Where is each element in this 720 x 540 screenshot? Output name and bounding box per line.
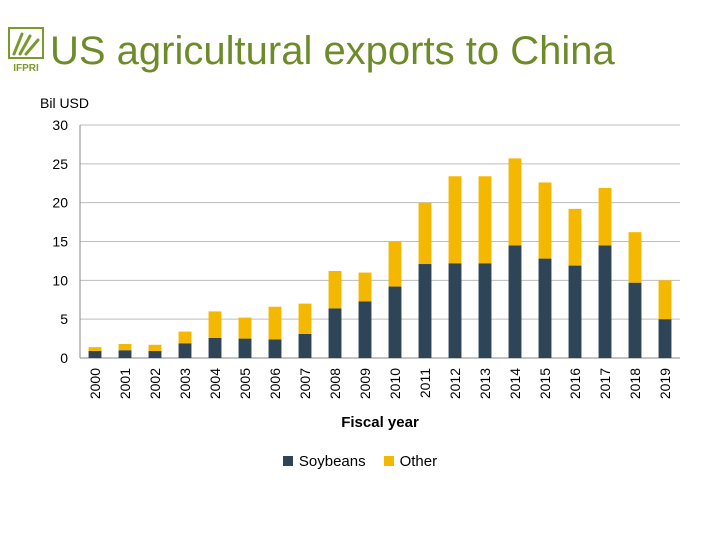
x-tick-label: 2003: [177, 368, 193, 399]
legend-item-other: Other: [383, 452, 438, 470]
x-tick-label: 2013: [477, 368, 493, 399]
x-tick-label: 2010: [387, 368, 403, 399]
y-tick-label: 10: [52, 272, 68, 288]
legend-swatch-soybeans: [282, 456, 293, 466]
x-tick-label: 2000: [87, 368, 103, 399]
legend-swatch-other: [383, 456, 394, 466]
bar-other-2011: [418, 202, 432, 265]
y-axis-label: Bil USD: [40, 95, 89, 111]
bar-soybeans-2000: [88, 351, 102, 358]
bar-other-2000: [88, 347, 102, 352]
x-tick-label: 2017: [597, 368, 613, 399]
bar-soybeans-2003: [178, 343, 192, 358]
bar-soybeans-2014: [508, 245, 522, 358]
x-tick-label: 2019: [657, 368, 673, 399]
x-tick-label: 2011: [417, 368, 433, 398]
y-tick-label: 5: [60, 311, 68, 327]
bar-other-2016: [568, 208, 582, 266]
x-tick-label: 2005: [237, 368, 253, 399]
bar-soybeans-2007: [298, 333, 312, 358]
legend-item-soybeans: Soybeans: [282, 452, 366, 470]
bar-soybeans-2009: [358, 301, 372, 358]
x-tick-label: 2007: [297, 368, 313, 399]
bar-other-2002: [148, 344, 162, 352]
y-tick-label: 25: [52, 156, 68, 172]
x-tick-label: 2004: [207, 368, 223, 399]
bar-other-2009: [358, 272, 372, 302]
bar-soybeans-2002: [148, 351, 162, 358]
x-tick-label: 2009: [357, 368, 373, 399]
bar-soybeans-2012: [448, 263, 462, 358]
x-tick-label: 2014: [507, 368, 523, 399]
bars: [88, 158, 672, 358]
bar-other-2006: [268, 306, 282, 340]
bar-soybeans-2001: [118, 350, 132, 358]
bar-soybeans-2004: [208, 337, 222, 358]
y-tick-label: 15: [52, 234, 68, 250]
bar-soybeans-2017: [598, 245, 612, 358]
bar-other-2003: [178, 331, 192, 344]
x-tick-label: 2008: [327, 368, 343, 399]
bar-other-2014: [508, 158, 522, 246]
bar-other-2008: [328, 271, 342, 309]
bar-other-2005: [238, 317, 252, 339]
legend-label-soybeans: Soybeans: [298, 452, 366, 470]
y-tick-label: 20: [52, 195, 68, 211]
bar-soybeans-2008: [328, 308, 342, 358]
page-title: US agricultural exports to China: [50, 29, 615, 73]
y-tick-label: 30: [52, 117, 68, 133]
x-tick-label: 2001: [117, 368, 133, 399]
x-tick-label: 2016: [567, 368, 583, 399]
x-tick-label: 2012: [447, 368, 463, 399]
bar-soybeans-2010: [388, 286, 402, 358]
bar-soybeans-2019: [658, 319, 672, 358]
bar-soybeans-2011: [418, 264, 432, 358]
bar-other-2017: [598, 187, 612, 246]
bar-other-2001: [118, 344, 132, 351]
bar-soybeans-2006: [268, 339, 282, 358]
x-tick-label: 2018: [627, 368, 643, 399]
bar-soybeans-2018: [628, 282, 642, 358]
legend: Soybeans Other: [0, 451, 720, 471]
bar-other-2012: [448, 176, 462, 264]
bar-soybeans-2005: [238, 338, 252, 358]
bar-other-2019: [658, 280, 672, 320]
bar-soybeans-2013: [478, 263, 492, 358]
bar-other-2015: [538, 182, 552, 259]
bar-other-2010: [388, 241, 402, 287]
bar-soybeans-2016: [568, 265, 582, 358]
logo-frame: [8, 27, 44, 59]
bar-other-2004: [208, 311, 222, 338]
legend-label-other: Other: [399, 452, 438, 470]
x-tick-labels: 2000 2001 2002 2003 2004 2005 2006 2007 2008 2009…: [87, 368, 673, 399]
y-tick-label: 0: [60, 350, 68, 366]
y-tick-labels: 0 5 10 15 20 25 30: [52, 117, 68, 366]
x-tick-label: 2006: [267, 368, 283, 399]
x-tick-label: 2002: [147, 368, 163, 399]
bar-other-2007: [298, 303, 312, 334]
bar-soybeans-2015: [538, 258, 552, 358]
bar-other-2018: [628, 232, 642, 283]
gridlines: [79, 124, 680, 359]
ifpri-logo: IFPRI: [8, 27, 44, 74]
logo-text: IFPRI: [13, 63, 39, 74]
x-tick-label: 2015: [537, 368, 553, 399]
x-axis-label: Fiscal year: [341, 414, 419, 431]
bar-other-2013: [478, 176, 492, 264]
wheat-icon: [12, 32, 40, 56]
